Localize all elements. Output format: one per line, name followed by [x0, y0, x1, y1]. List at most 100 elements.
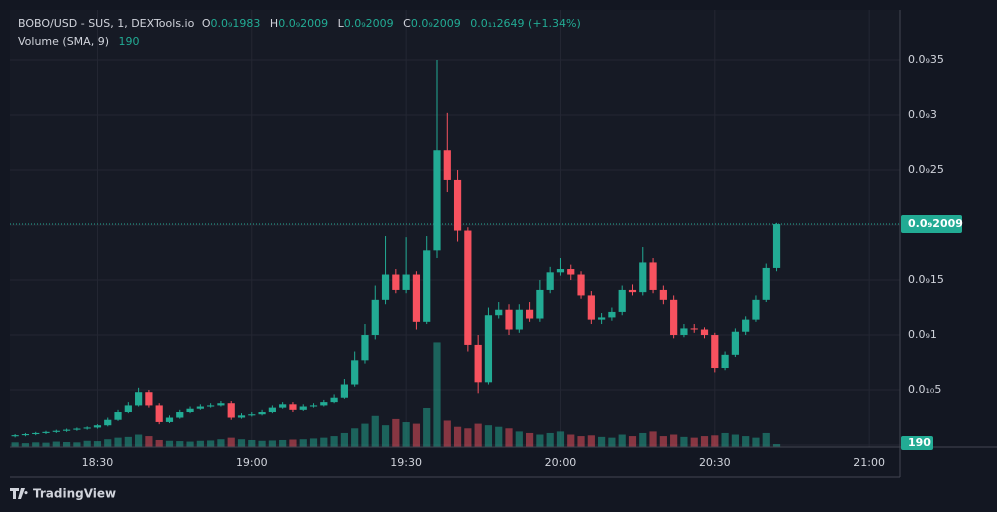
volume-bar	[752, 437, 760, 447]
candles	[11, 60, 781, 438]
volume-bar	[423, 407, 431, 447]
candle-body	[484, 315, 493, 383]
candle-body	[176, 412, 184, 418]
volume-bar	[32, 442, 40, 447]
candle-body	[42, 431, 50, 433]
candle-body	[381, 274, 390, 300]
volume-bar	[196, 440, 204, 447]
x-tick-label: 20:30	[699, 456, 731, 469]
volume-bar	[525, 432, 534, 447]
volume-bar	[340, 432, 348, 447]
candle-body	[340, 384, 348, 398]
candle-body	[711, 335, 719, 369]
candle-body	[577, 274, 585, 296]
volume-bar	[443, 420, 451, 447]
volume-bar	[135, 434, 143, 447]
candle-body	[464, 230, 472, 345]
candle-body	[268, 407, 276, 413]
candle-body	[474, 344, 482, 383]
volume-bar	[567, 434, 575, 447]
last-price-label: 0.0₉2009	[908, 217, 963, 230]
x-tick-label: 20:00	[545, 456, 577, 469]
volume-bar	[742, 436, 750, 447]
x-tick-label: 21:00	[853, 456, 885, 469]
candle-body	[670, 299, 678, 336]
candle-body	[351, 360, 359, 385]
volume-bar	[453, 426, 462, 447]
volume-bar	[155, 439, 163, 447]
candle-body	[680, 328, 688, 336]
candle-body	[453, 179, 462, 231]
candle-body	[124, 405, 132, 413]
candle-body	[731, 331, 739, 355]
candle-body	[330, 397, 338, 403]
volume-badge	[901, 436, 933, 451]
candle-body	[690, 328, 698, 330]
volume-bar	[577, 436, 585, 447]
candle-body	[11, 435, 19, 437]
candle-body	[207, 405, 215, 407]
candle-body	[299, 406, 307, 410]
volume-bar	[381, 425, 390, 447]
y-tick-label: 0.0₉15	[908, 273, 944, 286]
candle-body	[309, 405, 318, 407]
candle-body	[289, 404, 297, 410]
volume-bar	[186, 441, 194, 447]
volume-bar	[587, 435, 595, 447]
volume-bar	[628, 436, 637, 447]
candle-body	[659, 289, 667, 300]
candle-body	[62, 429, 71, 431]
candle-body	[186, 408, 194, 413]
volume-legend: Volume (SMA, 9) 190	[18, 35, 139, 48]
change: 0.0₁₁2649 (+1.34%)	[470, 17, 581, 30]
legend-key: C	[403, 17, 411, 30]
candle-body	[536, 289, 544, 319]
volume-bar	[464, 428, 472, 447]
legend-value: 0.0₉2009	[344, 17, 394, 30]
axes: 0.000.0₁₀50.0₉10.0₉150.0₉20.0₉250.0₉30.0…	[82, 53, 963, 469]
volume-bar	[114, 437, 122, 447]
volume-bar	[258, 440, 266, 447]
x-tick-label: 19:00	[236, 456, 268, 469]
candle-body	[752, 299, 760, 320]
candle-body	[258, 412, 266, 415]
volume-bar	[42, 442, 50, 447]
volume-bar	[659, 436, 667, 447]
candle-body	[52, 430, 60, 432]
legend-key: L	[338, 17, 345, 30]
volume-pane	[11, 342, 781, 447]
x-tick-label: 18:30	[82, 456, 114, 469]
volume-bar	[721, 432, 729, 447]
candle-body	[505, 309, 513, 330]
candle-body	[443, 150, 451, 180]
volume-bar	[433, 342, 441, 447]
volume-bar	[484, 425, 493, 447]
candle-body	[320, 402, 328, 406]
candle-body	[196, 406, 204, 409]
volume-bar	[207, 440, 215, 447]
volume-bar	[598, 436, 606, 447]
volume-bar	[11, 442, 19, 447]
volume-bar	[279, 439, 287, 447]
candle-body	[412, 274, 421, 322]
volume-bar	[124, 436, 132, 447]
candle-body	[73, 428, 81, 430]
brand: TradingView	[10, 487, 116, 501]
brand-logo	[10, 488, 28, 499]
candle-body	[556, 269, 565, 273]
volume-bar	[546, 432, 554, 447]
candle-body	[83, 427, 91, 429]
candle-body	[433, 150, 441, 251]
volume-bar	[474, 423, 482, 447]
volume-bar	[371, 415, 379, 447]
volume-bar	[361, 423, 369, 447]
volume-bar	[176, 441, 184, 447]
candle-body	[248, 414, 256, 416]
volume-bar	[772, 444, 781, 447]
volume-bar	[309, 438, 318, 447]
volume-bar	[289, 439, 297, 447]
volume-bar	[515, 431, 523, 447]
volume-bar	[145, 436, 153, 447]
